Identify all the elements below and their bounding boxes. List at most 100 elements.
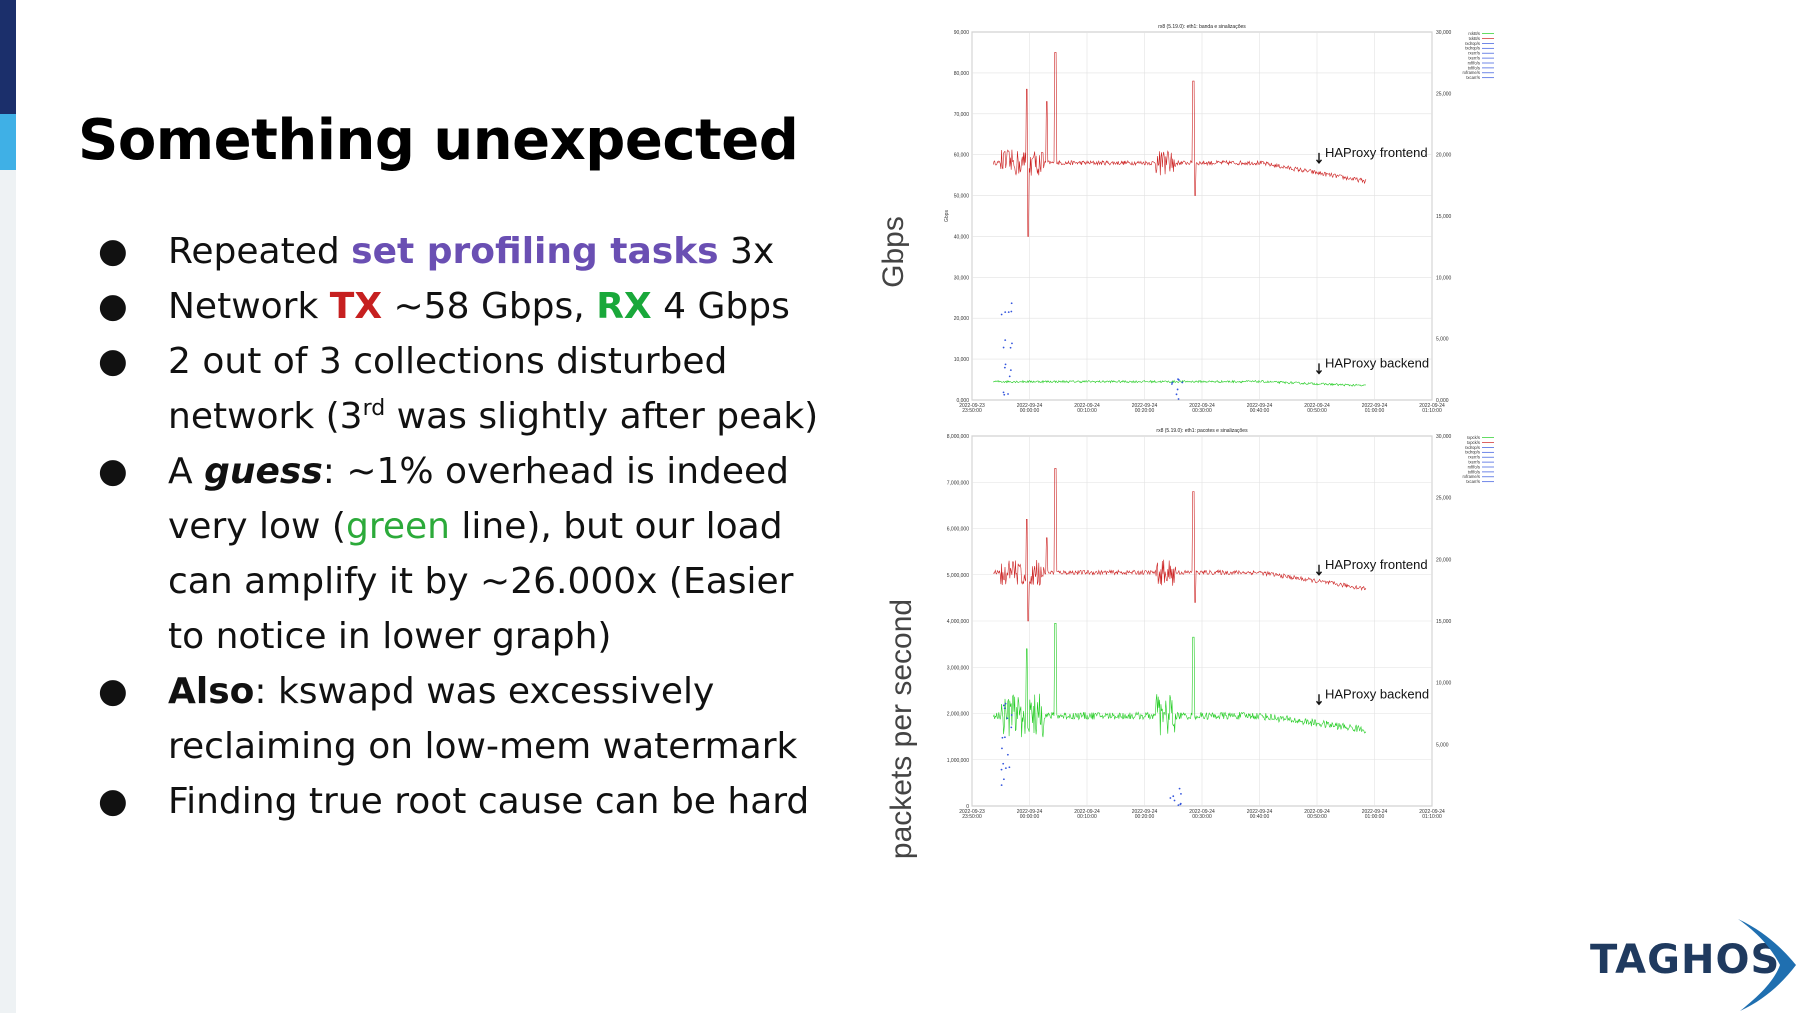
y-tick-label: 4,000,000 bbox=[947, 619, 969, 625]
marker-point bbox=[1001, 747, 1003, 750]
marker-point bbox=[1002, 391, 1005, 394]
marker-point bbox=[1010, 714, 1013, 716]
y2-tick-label: 30,000 bbox=[1436, 434, 1452, 440]
x-tick-label: 2022-09-24 bbox=[1304, 403, 1330, 409]
bullet-item: ● Repeated set profiling tasks 3x bbox=[98, 224, 838, 279]
legend-label: txerr/s bbox=[1468, 56, 1480, 61]
marker-point bbox=[1007, 393, 1009, 395]
chart-title: rx8 (5.19.0): eth1: banda e sinalizações bbox=[1158, 24, 1246, 30]
bullet-dot-icon: ● bbox=[98, 341, 128, 381]
series-line-rxpck-s bbox=[993, 623, 1367, 738]
x-tick-label: 2022-09-24 bbox=[1247, 809, 1273, 815]
marker-point bbox=[1008, 375, 1011, 378]
bullet-text: : kswapd was excessively reclaiming on l… bbox=[168, 671, 798, 767]
x-tick-label: 01:10:00 bbox=[1422, 408, 1442, 414]
y2-tick-label: 20,000 bbox=[1436, 153, 1452, 159]
x-tick-label: 00:40:00 bbox=[1250, 408, 1270, 414]
bullet-text: : ~1% overhead is indeed very low ( bbox=[168, 451, 790, 547]
marker-point bbox=[1177, 804, 1180, 807]
legend-label: txdrop/s bbox=[1465, 450, 1480, 455]
y-tick-label: 3,000,000 bbox=[947, 665, 969, 671]
legend-label: txcarr/s bbox=[1466, 479, 1480, 484]
bullet-text: was slightly after peak) bbox=[385, 396, 819, 437]
x-tick-label: 2022-09-24 bbox=[1017, 809, 1043, 815]
bullet-text: ~58 Gbps, bbox=[382, 286, 597, 327]
x-tick-label: 00:50:00 bbox=[1307, 814, 1327, 820]
y-tick-label: 60,000 bbox=[954, 153, 970, 159]
bullet-text: A bbox=[168, 451, 205, 492]
marker-point bbox=[1002, 346, 1005, 349]
marker-point bbox=[1004, 363, 1007, 366]
accent-strip bbox=[0, 0, 16, 1013]
y2-tick-label: 5,000 bbox=[1436, 742, 1449, 748]
y-tick-label: 40,000 bbox=[954, 234, 970, 240]
series-line-txpck-s bbox=[993, 468, 1367, 622]
x-tick-label: 2022-09-24 bbox=[1362, 403, 1388, 409]
logo-text: TAGHOS bbox=[1590, 937, 1781, 983]
y-tick-label: 50,000 bbox=[954, 194, 970, 200]
marker-point bbox=[1175, 393, 1178, 396]
marker-point bbox=[1179, 803, 1182, 806]
chart-ylabel-gbps: Gbps bbox=[876, 216, 910, 288]
marker-point bbox=[1170, 383, 1173, 385]
x-tick-label: 00:00:00 bbox=[1020, 814, 1040, 820]
chart-svg: 0,000 10,000 20,000 30,000 40,000 50,000 60,00… bbox=[944, 24, 1494, 820]
marker-point bbox=[1004, 767, 1007, 770]
y-tick-label: 7,000,000 bbox=[947, 480, 969, 486]
marker-point bbox=[1000, 784, 1003, 787]
y-tick-label: 30,000 bbox=[954, 275, 970, 281]
series-line-txkB-s bbox=[993, 52, 1367, 237]
y2-tick-label: 10,000 bbox=[1436, 681, 1452, 687]
marker-point bbox=[1009, 346, 1012, 349]
accent-block-light bbox=[0, 114, 16, 170]
bullet-list: ● Repeated set profiling tasks 3x ● Networ… bbox=[98, 224, 838, 829]
marker-point bbox=[1008, 766, 1011, 769]
x-tick-label: 00:20:00 bbox=[1135, 814, 1155, 820]
legend-label: txdrop/s bbox=[1465, 46, 1480, 51]
x-tick-label: 2022-09-24 bbox=[1132, 403, 1158, 409]
x-tick-label: 2022-09-24 bbox=[1017, 403, 1043, 409]
x-tick-label: 2022-09-23 bbox=[959, 403, 985, 409]
legend-label: rxkB/s bbox=[1468, 31, 1480, 36]
annotation-arrow-icon bbox=[1315, 564, 1323, 576]
marker-point bbox=[1180, 792, 1182, 795]
marker-point bbox=[1173, 799, 1176, 802]
y2-tick-label: 10,000 bbox=[1436, 275, 1452, 281]
x-tick-label: 2022-09-24 bbox=[1304, 809, 1330, 815]
y-tick-label: 10,000 bbox=[954, 357, 970, 363]
marker-point bbox=[1006, 753, 1009, 756]
legend-label: rxframe/s bbox=[1463, 474, 1480, 479]
y2-tick-label: 25,000 bbox=[1436, 496, 1452, 502]
marker-point bbox=[1001, 736, 1004, 739]
y2-tick-label: 30,000 bbox=[1436, 30, 1452, 36]
y2-tick-label: 15,000 bbox=[1436, 619, 1452, 625]
bullet-text: Network bbox=[168, 286, 330, 327]
bullet-emphasis: guess bbox=[204, 451, 323, 492]
chart-ylabel-pps: packets per second bbox=[885, 598, 919, 860]
x-tick-label: 00:30:00 bbox=[1192, 814, 1212, 820]
slide-title: Something unexpected bbox=[78, 108, 799, 173]
y-tick-label: 0,000 bbox=[956, 398, 969, 404]
y-tick-label: 2,000,000 bbox=[947, 712, 969, 718]
marker-point bbox=[1004, 339, 1007, 342]
marker-point bbox=[1003, 707, 1006, 710]
y-tick-label: 8,000,000 bbox=[947, 434, 969, 440]
y2-tick-label: 15,000 bbox=[1436, 214, 1452, 220]
y-tick-label: 0 bbox=[966, 804, 969, 810]
bullet-text: 4 Gbps bbox=[651, 286, 790, 327]
legend-label: rxfifo/s bbox=[1468, 60, 1480, 65]
marker-point bbox=[1000, 768, 1003, 771]
chart-area: 0,000 10,000 20,000 30,000 40,000 50,000 60,00… bbox=[940, 20, 1800, 950]
bullet-dot-icon: ● bbox=[98, 671, 128, 711]
bullet-dot-icon: ● bbox=[98, 781, 128, 821]
green-word: green bbox=[345, 506, 450, 547]
x-tick-label: 2022-09-24 bbox=[1189, 403, 1215, 409]
series-line-rxkB-s bbox=[993, 379, 1366, 387]
marker-point bbox=[1181, 381, 1184, 384]
legend-label: rxdrop/s bbox=[1465, 41, 1480, 46]
marker-point bbox=[1004, 736, 1006, 739]
ordinal-suffix: rd bbox=[362, 396, 386, 421]
marker-point bbox=[1003, 366, 1006, 369]
x-tick-label: 2022-09-24 bbox=[1074, 403, 1100, 409]
legend-label: rxerr/s bbox=[1468, 455, 1480, 460]
